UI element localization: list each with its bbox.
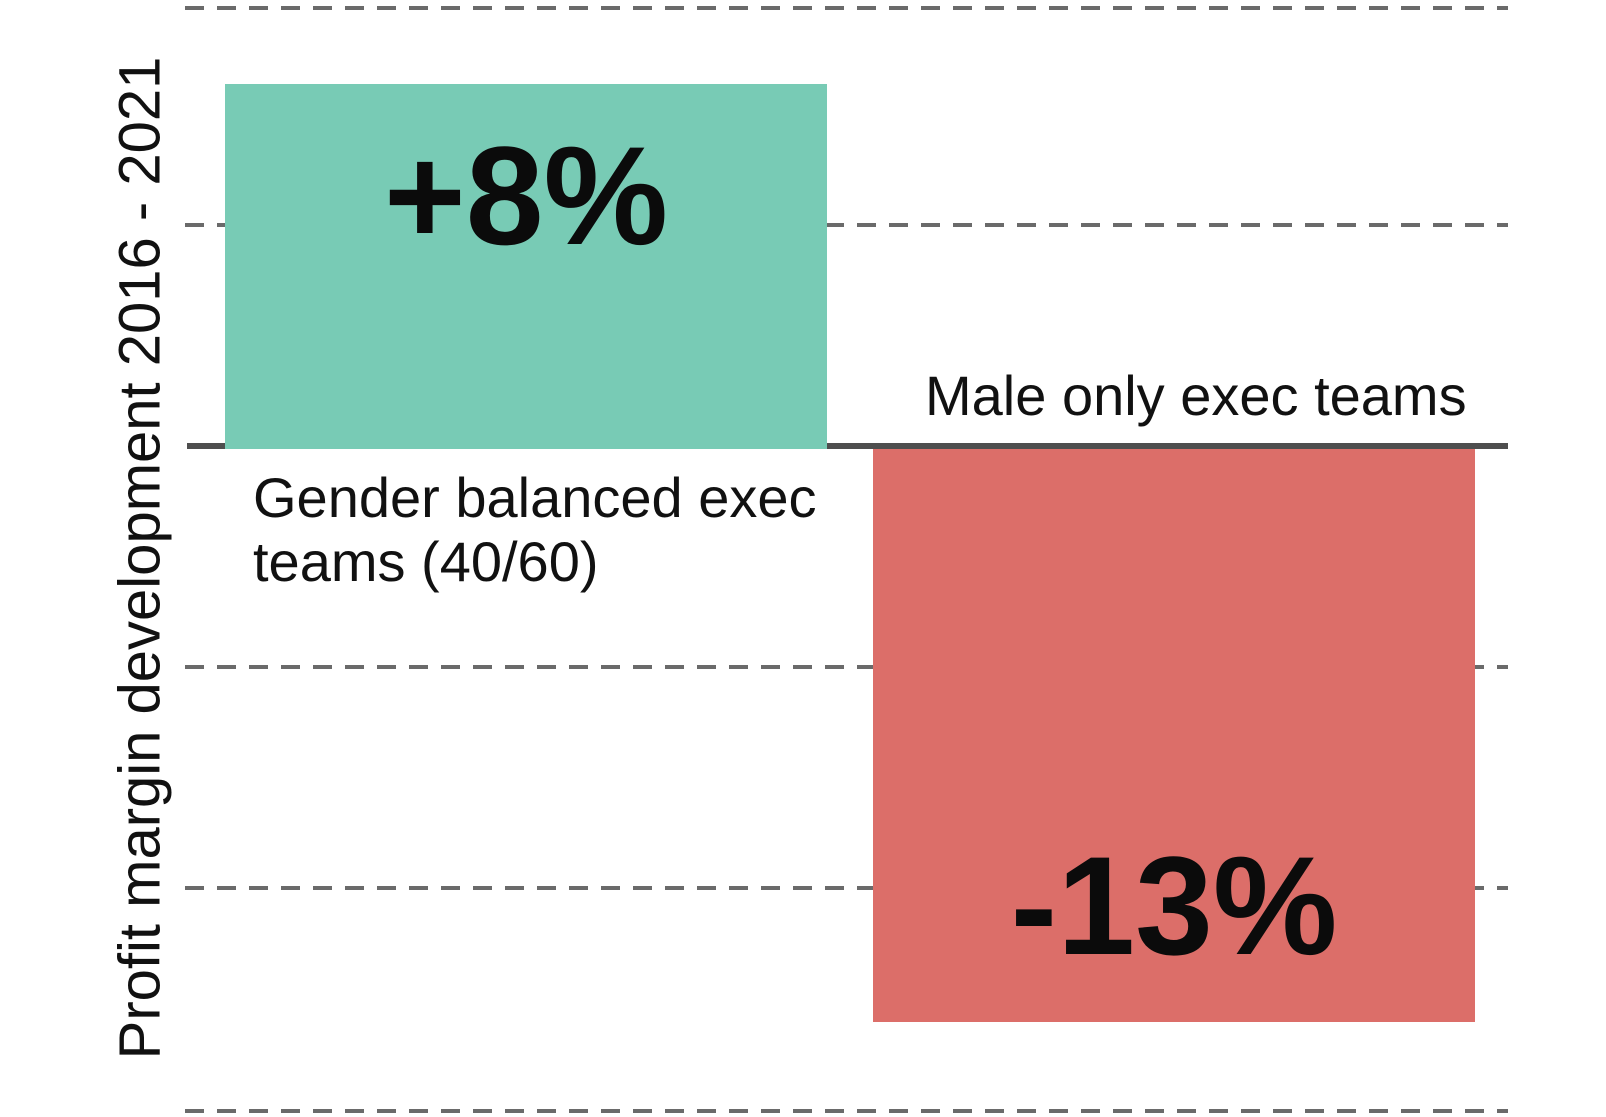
- gridline-minus-10pct: [185, 886, 1508, 890]
- y-axis-label: Profit margin development 2016 - 2021: [107, 56, 173, 1060]
- zero-baseline: [187, 443, 1508, 449]
- category-label-gender-balanced: Gender balanced exec teams (40/60): [253, 466, 817, 594]
- gridline-plus-5pct: [185, 223, 1508, 227]
- bar-value-male-only: -13%: [1010, 827, 1338, 984]
- gridline-minus-15pct: [185, 1109, 1508, 1113]
- gridline-plus-10pct: [185, 6, 1508, 10]
- category-label-male-only: Male only exec teams: [925, 364, 1467, 427]
- bar-gender-balanced-teams: +8%: [225, 84, 827, 449]
- gridline-minus-5pct: [185, 665, 1508, 669]
- bar-value-gender-balanced: +8%: [383, 117, 669, 274]
- bar-male-only-teams: -13%: [873, 449, 1475, 1022]
